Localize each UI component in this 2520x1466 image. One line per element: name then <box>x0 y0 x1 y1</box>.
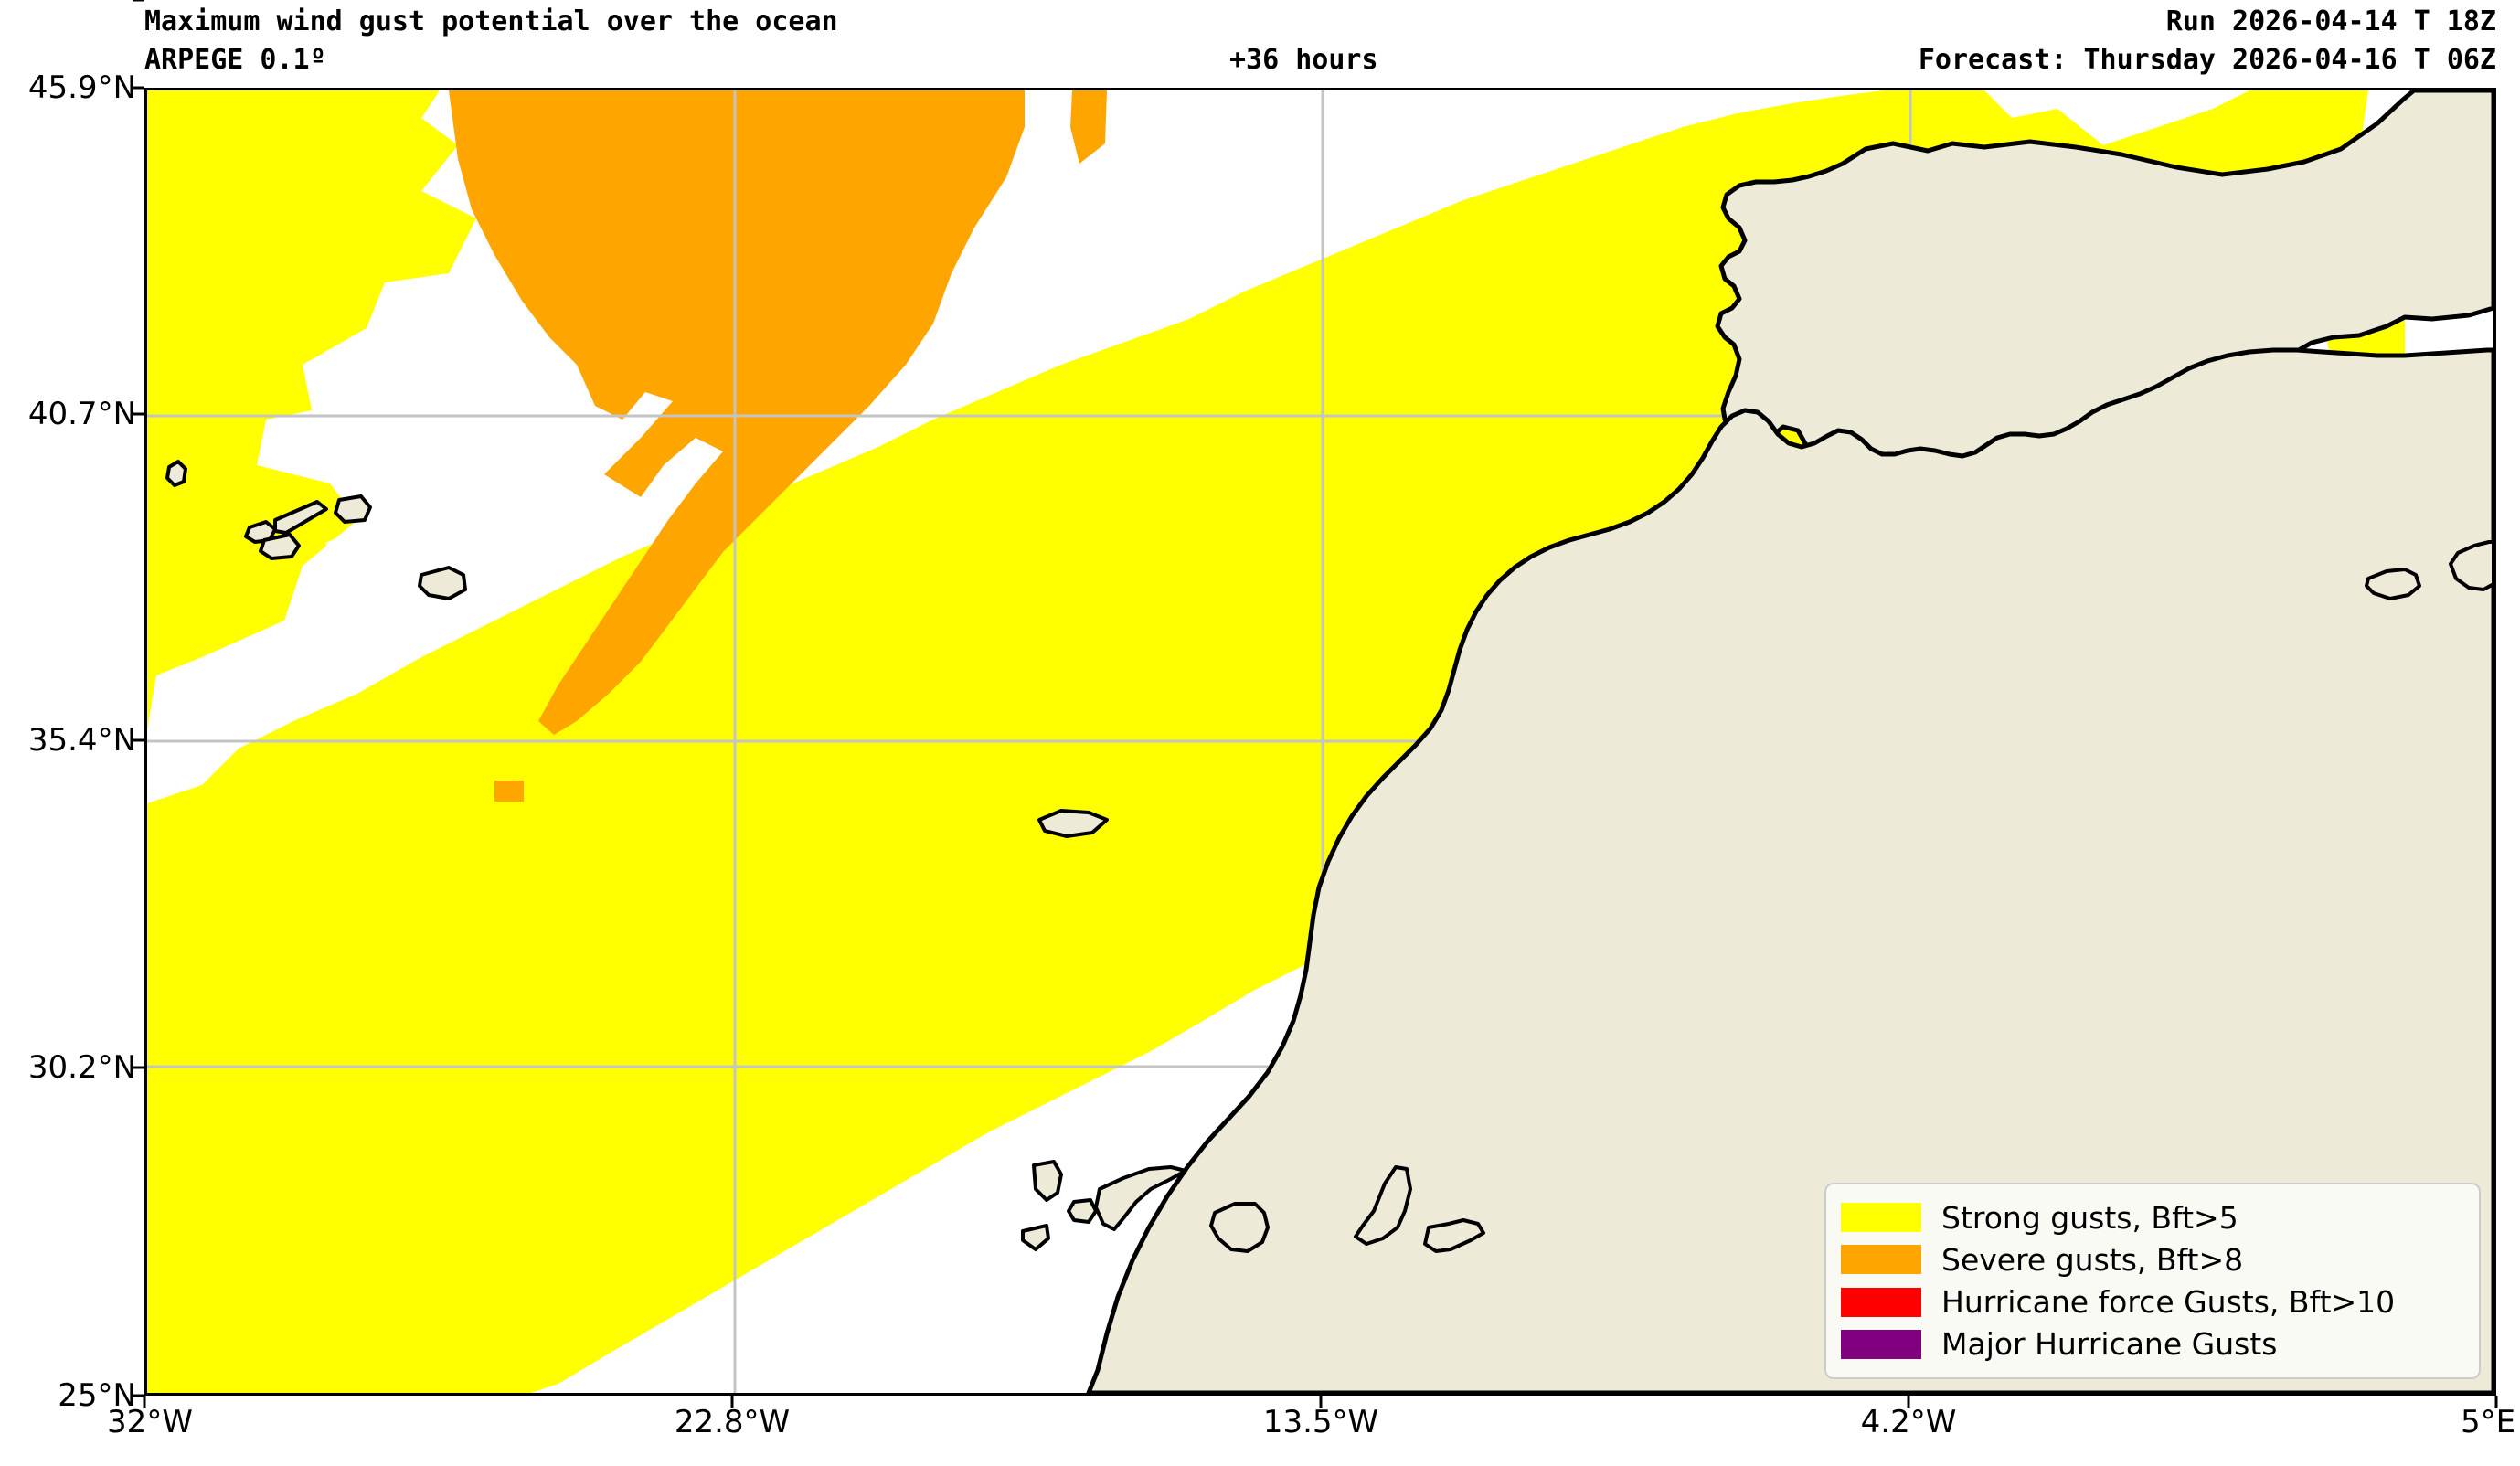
legend-item-hurricane: Hurricane force Gusts, Bft>10 <box>1841 1282 2462 1323</box>
gust-polygon-severe-spur <box>1070 90 1107 164</box>
y-tick-mark <box>133 0 144 2</box>
island-la-gomera <box>1067 1198 1098 1224</box>
y-tick-mark <box>133 1066 144 1069</box>
landmass-layer <box>165 90 2493 1393</box>
x-tick-mark <box>1907 1396 1910 1408</box>
x-axis-label-4: 5°E <box>2460 1404 2516 1440</box>
island-la-palma <box>1032 1160 1063 1202</box>
legend-label-severe: Severe gusts, Bft>8 <box>1941 1241 2244 1278</box>
island-azores-pico <box>273 500 328 535</box>
y-tick-mark <box>133 738 144 742</box>
x-axis-label-1: 22.8°W <box>674 1404 791 1440</box>
gust-hole-strong-2 <box>220 566 472 721</box>
gust-polygon-severe-speck <box>494 781 524 802</box>
forecast-timestamp: Forecast: Thursday 2026-04-16 T 06Z <box>1918 44 2496 76</box>
y-tick-mark <box>133 412 144 416</box>
island-lanzarote <box>1423 1218 1485 1253</box>
island-azores-sao-jorge <box>259 533 301 560</box>
x-axis-label-0: 32°W <box>107 1404 193 1440</box>
map-plot-area[interactable]: Strong gusts, Bft>5 Severe gusts, Bft>8 … <box>144 88 2496 1396</box>
island-mallorca <box>2449 540 2493 591</box>
map-canvas <box>147 90 2493 1393</box>
y-tick-mark <box>133 86 144 90</box>
x-tick-mark <box>730 1396 734 1408</box>
legend-swatch-hurricane <box>1841 1287 1921 1317</box>
island-el-hierro <box>1021 1224 1050 1251</box>
legend-swatch-strong <box>1841 1203 1921 1232</box>
island-fuerteventura <box>1354 1165 1412 1246</box>
island-azores-sao-miguel <box>418 566 467 600</box>
y-axis-label-1: 40.7°N <box>27 396 136 432</box>
x-tick-mark <box>143 1396 146 1408</box>
page-title: Maximum wind gust potential over the oce… <box>144 5 838 37</box>
legend-item-severe: Severe gusts, Bft>8 <box>1841 1239 2462 1280</box>
gust-polygon-severe-atlantic-core <box>449 90 1025 735</box>
gust-hole-strong-3 <box>325 527 374 570</box>
island-tenerife <box>1094 1165 1187 1231</box>
x-tick-mark <box>2494 1396 2498 1408</box>
legend-swatch-severe <box>1841 1245 1921 1275</box>
y-axis-label-0: 45.9°N <box>27 69 136 106</box>
gust-hole-strong-4 <box>316 593 350 626</box>
land-north-africa <box>1086 347 2493 1393</box>
run-timestamp: Run 2026-04-14 T 18Z <box>2165 5 2496 37</box>
legend-item-major-hurricane: Major Hurricane Gusts <box>1841 1324 2462 1365</box>
map-svg <box>147 90 2493 1393</box>
x-axis-label-3: 4.2°W <box>1860 1404 1957 1440</box>
x-axis-label-2: 13.5°W <box>1262 1404 1379 1440</box>
legend-box[interactable]: Strong gusts, Bft>5 Severe gusts, Bft>8 … <box>1824 1183 2481 1379</box>
island-ibiza <box>2365 568 2421 600</box>
y-axis-label-3: 30.2°N <box>27 1049 136 1086</box>
y-axis-label-2: 35.4°N <box>27 722 136 759</box>
lead-time-label: +36 hours <box>1229 44 1378 76</box>
legend-label-hurricane: Hurricane force Gusts, Bft>10 <box>1941 1284 2396 1321</box>
legend-swatch-major-hurricane <box>1841 1329 1921 1359</box>
legend-label-strong: Strong gusts, Bft>5 <box>1941 1199 2238 1236</box>
island-azores-flores <box>165 460 187 487</box>
x-tick-mark <box>1319 1396 1323 1408</box>
island-gran-canaria <box>1209 1202 1270 1253</box>
island-madeira <box>1037 809 1109 838</box>
island-azores-terceira <box>334 494 372 524</box>
legend-item-strong: Strong gusts, Bft>5 <box>1841 1197 2462 1238</box>
y-axis-label-4: 25°N <box>58 1377 136 1414</box>
legend-label-major-hurricane: Major Hurricane Gusts <box>1941 1326 2278 1363</box>
gust-layer-severe <box>449 90 1107 802</box>
model-label: ARPEGE 0.1º <box>144 44 326 76</box>
y-tick-mark <box>133 1394 144 1397</box>
